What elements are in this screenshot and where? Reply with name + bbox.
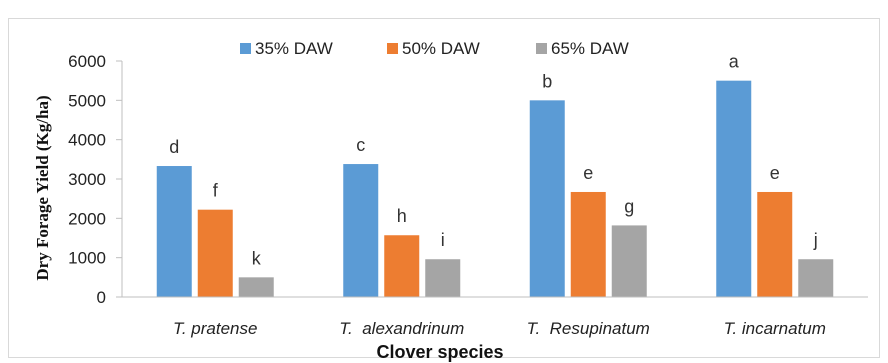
x-category-label: T. incarnatum [724, 319, 826, 338]
bar [529, 100, 565, 297]
y-tick-label: 6000 [68, 52, 106, 71]
y-tick-label: 3000 [68, 170, 106, 189]
y-tick-label: 4000 [68, 131, 106, 150]
data-label: c [356, 135, 365, 155]
y-tick-label: 5000 [68, 91, 106, 110]
x-category-label: T. pratense [173, 319, 257, 338]
x-axis-label: Clover species [376, 342, 503, 362]
legend-swatch [536, 43, 547, 54]
bar [156, 166, 192, 297]
data-label: e [583, 163, 593, 183]
legend-swatch [387, 43, 398, 54]
data-label: f [213, 181, 219, 201]
data-label: k [252, 248, 262, 268]
data-label: a [729, 52, 740, 72]
x-category-label: T. Resupinatum [527, 319, 650, 338]
bar [425, 259, 461, 297]
legend-label: 65% DAW [551, 39, 629, 58]
y-axis-label: Dry Forage Yield (Kg/ha) [33, 95, 52, 280]
bar [384, 235, 420, 297]
legend: 35% DAW 50% DAW 65% DAW [240, 39, 629, 58]
data-label: i [441, 230, 445, 250]
bars: d f k c h i b e g a e j [156, 52, 834, 298]
data-label: h [397, 206, 407, 226]
bar [798, 259, 834, 297]
legend-label: 50% DAW [402, 39, 480, 58]
legend-swatch [240, 43, 251, 54]
x-axis: T. pratense T. alexandrinum T. Resupinatum… [122, 296, 868, 338]
y-tick-label: 2000 [68, 209, 106, 228]
bar [238, 277, 274, 297]
data-label: e [770, 163, 780, 183]
y-tick-label: 0 [97, 288, 106, 307]
bar [611, 225, 647, 297]
data-label: d [169, 137, 179, 157]
legend-label: 35% DAW [255, 39, 333, 58]
bar [570, 191, 606, 297]
y-axis: 0 1000 2000 3000 4000 5000 6000 [68, 52, 123, 307]
bar [343, 164, 379, 297]
data-label: b [542, 71, 552, 91]
data-label: j [813, 230, 818, 250]
data-label: g [624, 196, 634, 216]
bar [197, 209, 233, 297]
bar [716, 80, 752, 298]
bar [757, 191, 793, 297]
y-tick-label: 1000 [68, 249, 106, 268]
x-category-label: T. alexandrinum [339, 319, 464, 338]
